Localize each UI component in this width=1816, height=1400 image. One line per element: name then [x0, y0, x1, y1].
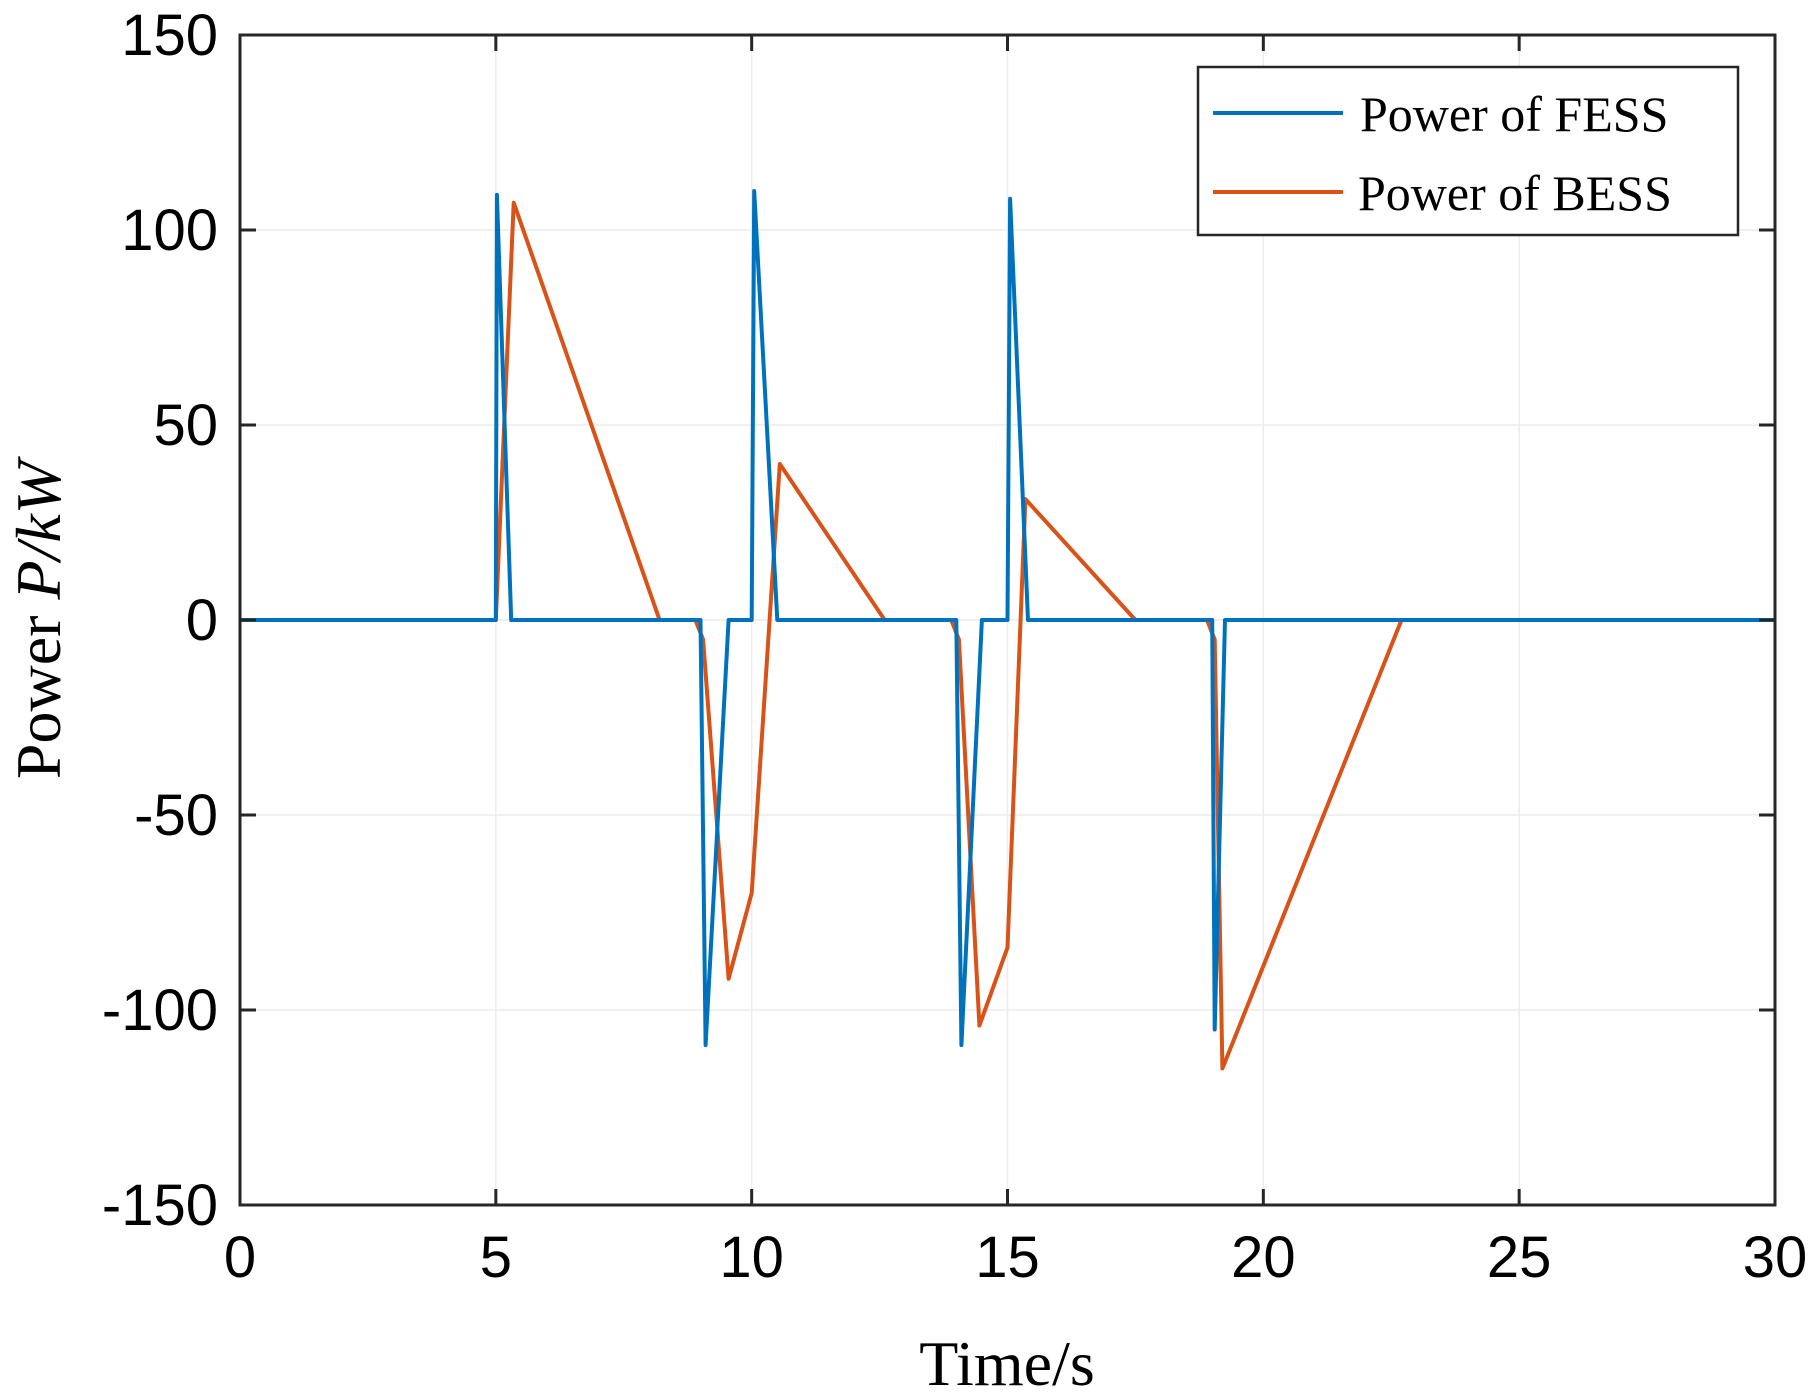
y-axis-title-unit: P/kW [3, 455, 74, 600]
x-tick-label: 25 [1487, 1225, 1552, 1290]
x-tick-labels: 0 5 10 15 20 25 30 [224, 1225, 1807, 1290]
x-tick-label: 5 [480, 1225, 512, 1290]
y-tick-label: -100 [102, 978, 218, 1043]
y-tick-label: -150 [102, 1173, 218, 1238]
series-line-fess [240, 189, 1775, 1048]
y-tick-label: 0 [186, 588, 218, 653]
x-tick-label: 10 [719, 1225, 784, 1290]
x-axis-title: Time/s [919, 1328, 1095, 1399]
axis-ticks [238, 33, 1777, 1207]
legend: Power of FESS Power of BESS [1196, 65, 1740, 237]
x-tick-label: 30 [1743, 1225, 1808, 1290]
y-tick-label: 150 [121, 3, 218, 68]
y-tick-label: -50 [134, 783, 218, 848]
y-tick-label: 100 [121, 198, 218, 263]
x-tick-label: 15 [975, 1225, 1040, 1290]
x-tick-label: 0 [224, 1225, 256, 1290]
y-tick-labels: -150 -100 -50 0 50 100 150 [102, 3, 218, 1238]
legend-label-fess: Power of FESS [1360, 86, 1668, 142]
y-axis-title: Power P/kW [3, 455, 74, 779]
series-layer [240, 189, 1775, 1071]
y-axis-title-prefix: Power [3, 600, 74, 780]
y-tick-label: 50 [153, 393, 218, 458]
legend-label-bess: Power of BESS [1358, 165, 1672, 221]
legend-box [1196, 65, 1740, 237]
x-tick-label: 20 [1231, 1225, 1296, 1290]
